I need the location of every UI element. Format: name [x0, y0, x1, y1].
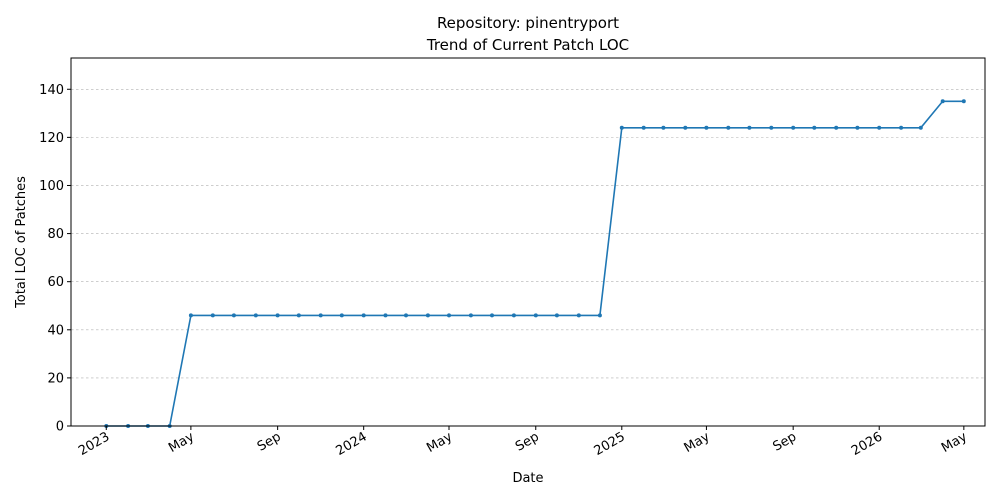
data-point: [468, 313, 473, 318]
x-tick-label: Sep: [255, 429, 284, 454]
data-point: [726, 125, 731, 130]
data-point: [447, 313, 451, 318]
data-point: [918, 125, 923, 130]
data-point: [404, 313, 408, 318]
data-point: [641, 125, 646, 130]
grid-lines: [71, 88, 985, 379]
data-point: [275, 313, 280, 318]
x-tick-label: 2025: [592, 429, 628, 459]
data-point: [231, 313, 236, 318]
data-point: [877, 125, 882, 130]
y-tick-label: 120: [39, 131, 64, 146]
x-tick-label: 2026: [849, 429, 885, 459]
x-axis: 2023 May Sep 2024 May Sep 2025 May Sep 2026 May: [76, 426, 970, 459]
data-point: [576, 313, 581, 318]
chart-title: Repository: pinentryport: [437, 14, 619, 32]
y-tick-label: 140: [39, 83, 64, 98]
y-tick-label: 0: [56, 420, 64, 435]
x-tick-label: May: [424, 429, 455, 456]
data-point: [339, 313, 344, 318]
data-point: [383, 313, 388, 318]
data-point: [899, 125, 904, 130]
data-point: [361, 313, 366, 318]
data-point: [188, 313, 193, 318]
y-tick-label: 60: [47, 275, 64, 290]
y-tick-label: 20: [47, 371, 64, 386]
data-point: [511, 313, 516, 318]
data-point: [597, 313, 602, 318]
data-point: [683, 125, 688, 130]
y-axis: 0 20 40 60 80 100 120 140: [39, 83, 71, 435]
data-point: [704, 125, 709, 130]
data-point: [210, 313, 215, 318]
x-tick-label: 2023: [76, 429, 112, 459]
x-tick-label: May: [939, 429, 970, 456]
data-point: [661, 125, 666, 130]
x-tick-label: May: [682, 429, 713, 456]
x-axis-label: Date: [512, 471, 543, 486]
data-point: [425, 313, 430, 318]
data-point: [791, 125, 796, 130]
series-layer: [104, 99, 966, 428]
y-axis-label: Total LOC of Patches: [14, 176, 29, 309]
data-point: [619, 125, 624, 130]
chart-subtitle: Trend of Current Patch LOC: [426, 36, 629, 54]
data-point: [747, 125, 752, 130]
data-point: [533, 313, 538, 318]
data-point: [834, 125, 839, 130]
plot-frame: [70, 57, 986, 427]
data-point: [812, 125, 817, 130]
series-line: [106, 100, 964, 427]
x-tick-label: Sep: [513, 429, 542, 454]
data-point: [769, 125, 774, 130]
x-tick-label: 2024: [334, 429, 370, 459]
y-tick-label: 80: [47, 227, 64, 242]
y-tick-label: 40: [47, 323, 64, 338]
y-tick-label: 100: [39, 179, 64, 194]
data-point: [490, 313, 494, 318]
data-point: [961, 99, 966, 104]
data-point: [855, 125, 860, 130]
x-tick-label: May: [166, 429, 197, 456]
data-point: [253, 313, 258, 318]
data-point: [318, 313, 323, 318]
data-point: [940, 99, 945, 104]
data-point: [296, 313, 301, 318]
x-tick-label: Sep: [770, 429, 799, 454]
data-point: [554, 313, 559, 318]
